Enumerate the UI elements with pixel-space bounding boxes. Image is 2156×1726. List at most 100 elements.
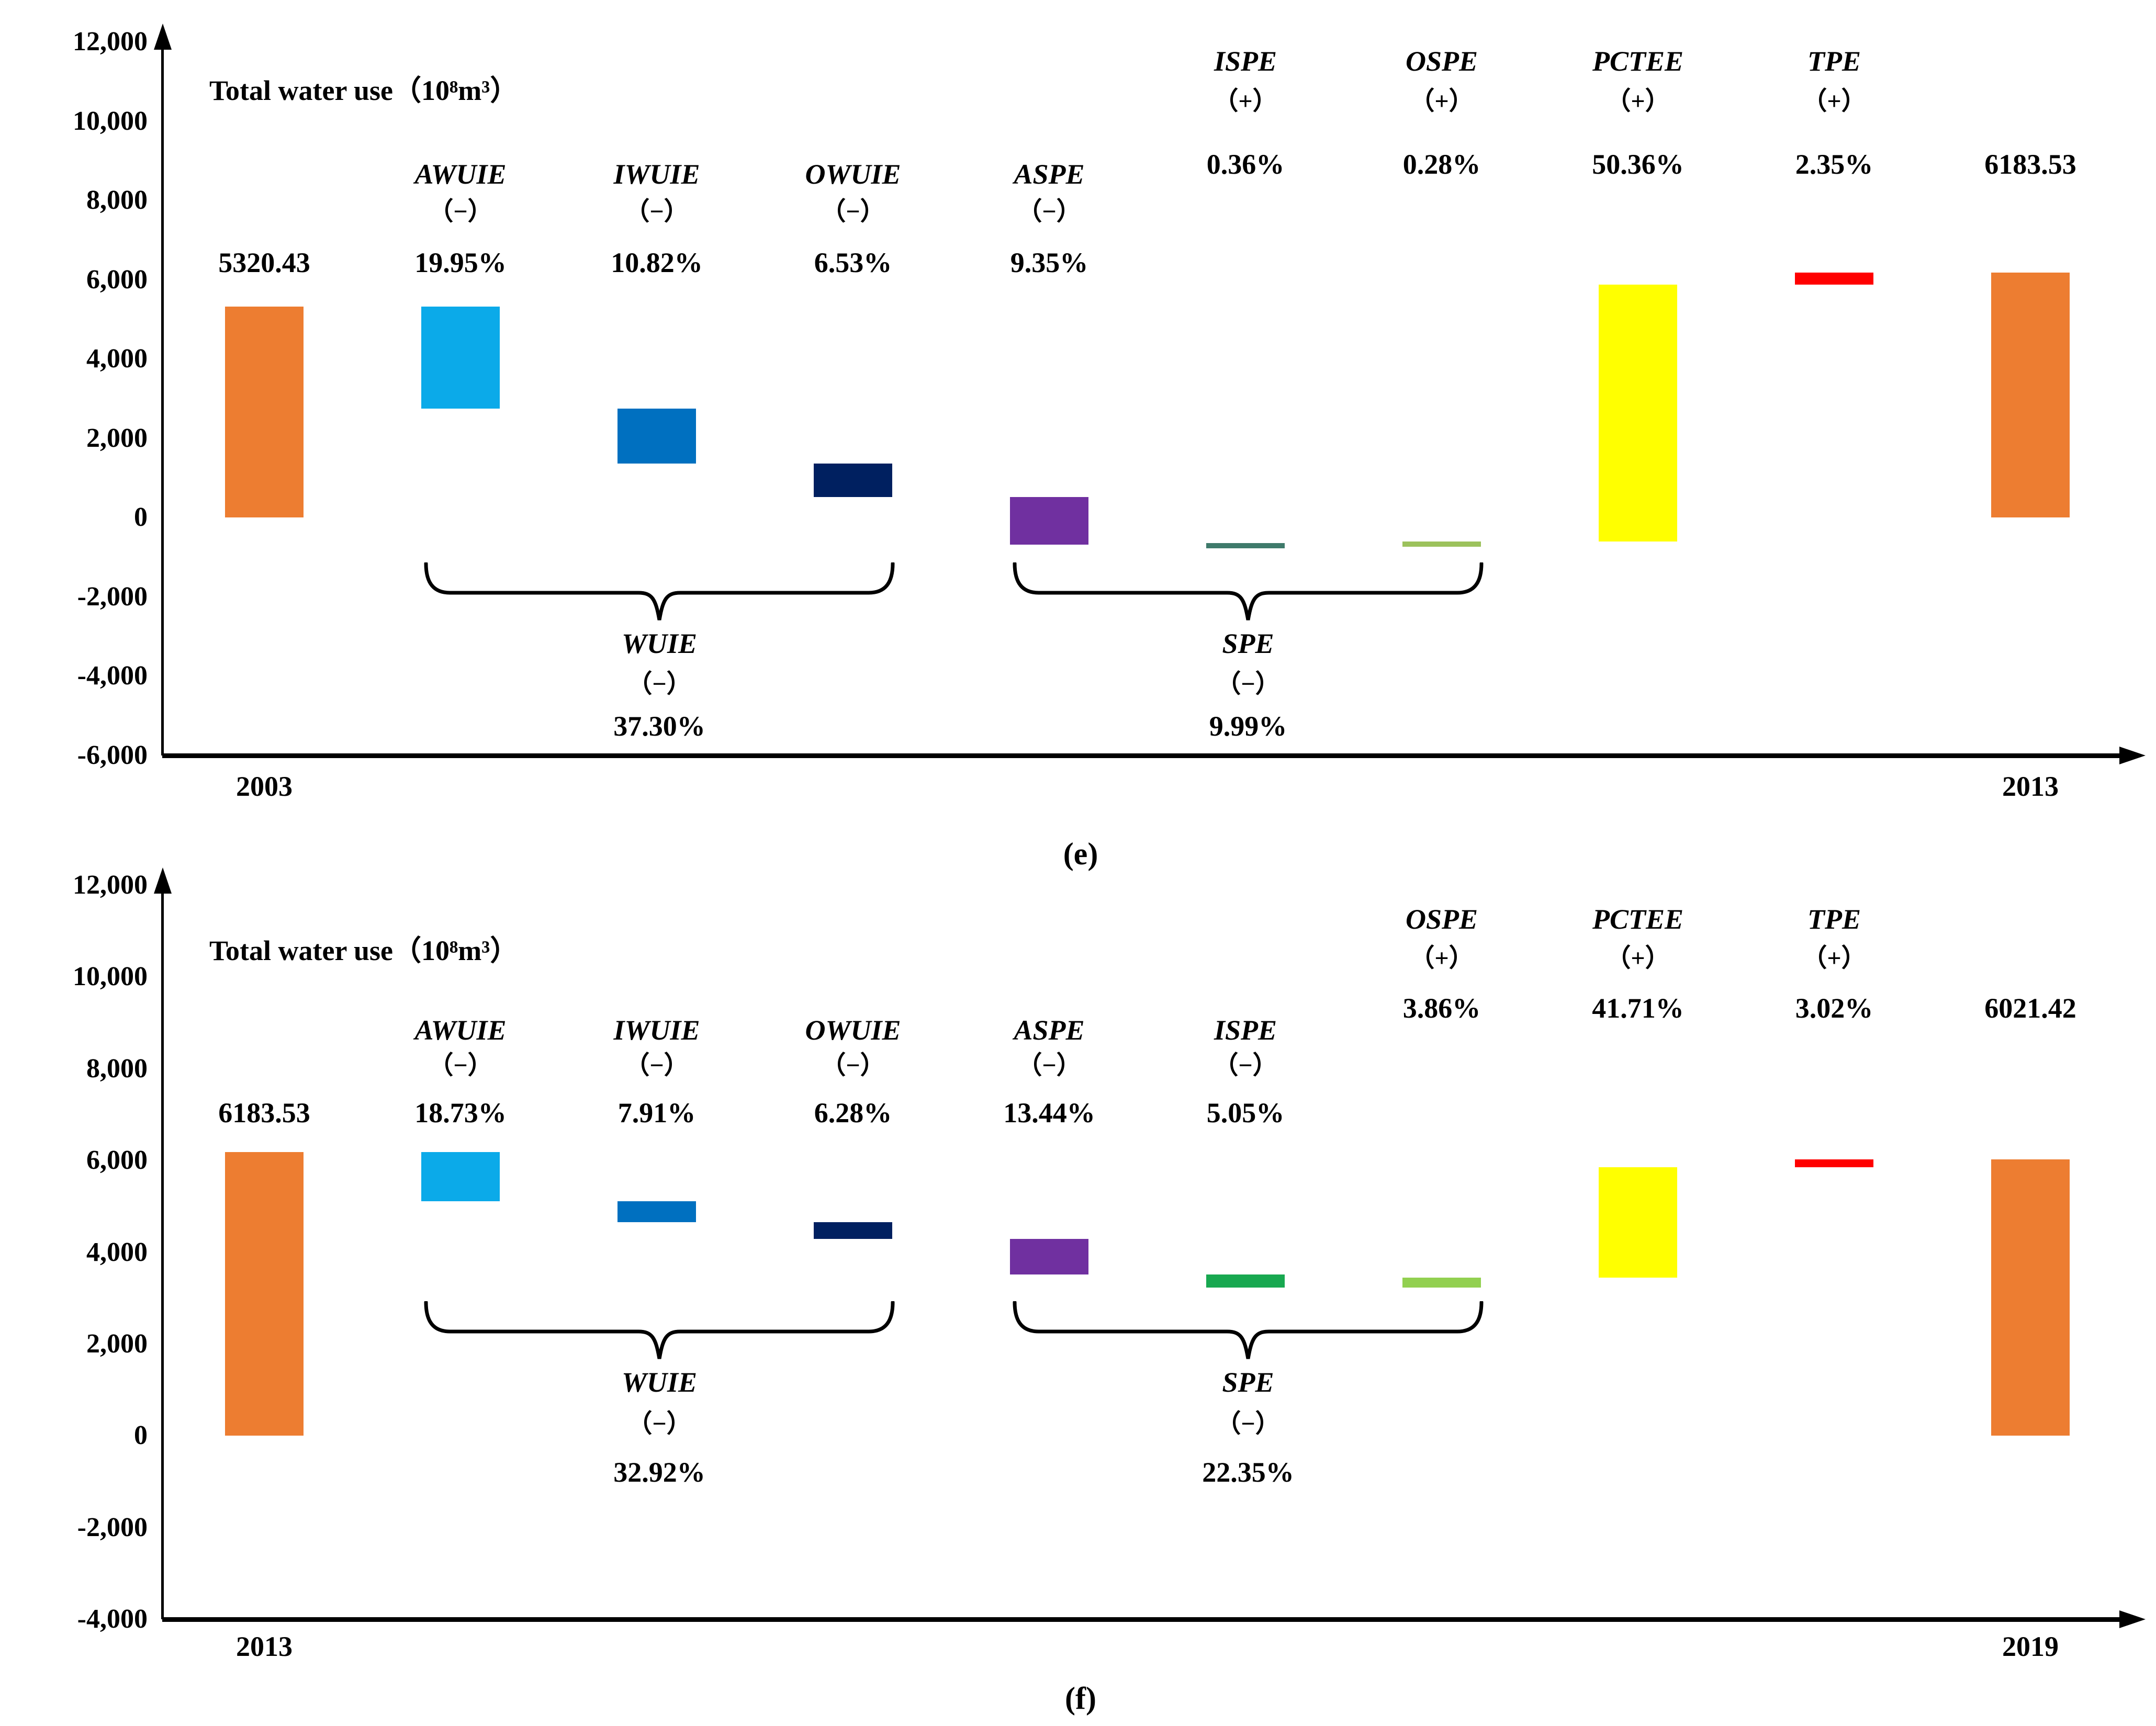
- effect-bar-iwuie-e: [617, 408, 696, 464]
- effect-bar-pctee-e: [1599, 284, 1677, 542]
- factor-sign-tpe-e: （+）: [1802, 87, 1867, 115]
- group-name-spe-f: SPE: [1222, 1367, 1274, 1398]
- factor-sign-ispe-e: （+）: [1213, 87, 1278, 115]
- factor-sign-ospe-e: （+）: [1409, 87, 1474, 115]
- effect-bar-owuie-e: [814, 464, 892, 498]
- effect-bar-pctee-f: [1599, 1167, 1677, 1278]
- factor-name-owuie-e: OWUIE: [805, 159, 901, 190]
- brace-icon: [424, 1300, 895, 1359]
- y-axis-arrow-icon-e: [154, 24, 172, 50]
- factor-pct-pctee-e: 50.36%: [1592, 149, 1684, 180]
- factor-pct-iwuie-f: 7.91%: [617, 1097, 696, 1129]
- caption-f: (f): [1065, 1681, 1096, 1716]
- x-label-start-year-f: 2013: [236, 1631, 293, 1662]
- factor-sign-tpe-f: （+）: [1802, 944, 1867, 972]
- effect-bar-aspe-e: [1010, 497, 1088, 545]
- factor-pct-tpe-e: 2.35%: [1795, 149, 1873, 180]
- factor-pct-tpe-f: 3.02%: [1795, 992, 1873, 1024]
- y-tick-f-0: 0: [134, 1420, 148, 1451]
- y-tick-e--2000: -2,000: [77, 581, 148, 612]
- y-tick-e-2000: 2,000: [86, 423, 148, 453]
- effect-bar-aspe-f: [1010, 1238, 1088, 1274]
- bracket-spe-f: [1013, 1300, 1484, 1361]
- y-axis-arrow-icon-f: [154, 867, 172, 894]
- bracket-wuie-f: [424, 1300, 895, 1361]
- y-tick-f--4000: -4,000: [77, 1604, 148, 1634]
- brace-icon: [1013, 561, 1484, 621]
- factor-name-ospe-e: OSPE: [1405, 46, 1478, 77]
- factor-name-pctee-e: PCTEE: [1592, 46, 1684, 77]
- factor-pct-awuie-e: 19.95%: [414, 247, 507, 278]
- factor-sign-awuie-e: （−）: [428, 198, 493, 225]
- group-sign-wuie-f: （−）: [627, 1410, 692, 1438]
- factor-sign-iwuie-f: （−）: [624, 1052, 689, 1079]
- y-tick-f-8000: 8,000: [86, 1053, 148, 1084]
- y-tick-e-0: 0: [134, 502, 148, 533]
- factor-name-iwuie-f: IWUIE: [613, 1014, 700, 1046]
- factor-name-tpe-e: TPE: [1807, 46, 1861, 77]
- factor-pct-ispe-e: 0.36%: [1206, 149, 1285, 180]
- effect-bar-ospe-e: [1402, 542, 1481, 547]
- factor-pct-ispe-f: 5.05%: [1206, 1097, 1285, 1129]
- y-tick-f-10000: 10,000: [73, 962, 148, 992]
- y-tick-e--6000: -6,000: [77, 740, 148, 770]
- group-pct-wuie-e: 37.30%: [613, 710, 705, 742]
- factor-sign-aspe-f: （−）: [1017, 1052, 1082, 1079]
- factor-name-pctee-f: PCTEE: [1592, 904, 1684, 935]
- factor-pct-awuie-f: 18.73%: [414, 1097, 507, 1129]
- effect-bar-owuie-f: [814, 1222, 892, 1239]
- factor-sign-owuie-f: （−）: [821, 1052, 885, 1079]
- factor-name-awuie-f: AWUIE: [414, 1014, 507, 1046]
- effect-bar-awuie-e: [421, 307, 500, 409]
- y-tick-f-2000: 2,000: [86, 1328, 148, 1359]
- group-name-spe-e: SPE: [1222, 628, 1274, 659]
- factor-sign-ospe-f: （+）: [1409, 944, 1474, 972]
- effect-bar-tpe-e: [1795, 272, 1873, 285]
- y-tick-e-10000: 10,000: [73, 106, 148, 136]
- total-bar-2013-e: [1991, 272, 2070, 518]
- effect-bar-tpe-f: [1795, 1159, 1873, 1168]
- y-axis-e: [161, 48, 164, 755]
- x-axis-arrow-icon-f: [2119, 1610, 2146, 1628]
- factor-pct-aspe-e: 9.35%: [1010, 247, 1088, 278]
- factor-pct-pctee-f: 41.71%: [1592, 992, 1684, 1024]
- factor-pct-aspe-f: 13.44%: [1003, 1097, 1095, 1129]
- y-tick-e-12000: 12,000: [73, 27, 148, 57]
- y-axis-f: [161, 892, 164, 1619]
- factor-name-awuie-e: AWUIE: [414, 159, 507, 190]
- effect-bar-ispe-e: [1206, 543, 1285, 548]
- x-axis-e: [162, 753, 2121, 758]
- total-bar-2019-f: [1991, 1159, 2070, 1436]
- chart-e-title: Total water use（10⁸m³）: [209, 75, 519, 106]
- effect-bar-iwuie-f: [617, 1201, 696, 1223]
- group-pct-spe-e: 9.99%: [1209, 710, 1287, 742]
- brace-icon: [424, 561, 895, 621]
- y-tick-e--4000: -4,000: [77, 661, 148, 691]
- factor-sign-pctee-f: （+）: [1605, 944, 1670, 972]
- y-tick-f--2000: -2,000: [77, 1512, 148, 1542]
- factor-sign-awuie-f: （−）: [428, 1052, 493, 1079]
- factor-sign-owuie-e: （−）: [821, 198, 885, 225]
- y-tick-f-4000: 4,000: [86, 1237, 148, 1267]
- group-pct-wuie-f: 32.92%: [613, 1457, 705, 1488]
- total-bar-2013-f: [225, 1152, 304, 1436]
- total-value-2013-f: 6183.53: [218, 1097, 310, 1129]
- group-sign-spe-f: （−）: [1216, 1410, 1281, 1438]
- group-sign-spe-e: （−）: [1216, 670, 1281, 698]
- x-label-end-year-f: 2019: [2002, 1631, 2059, 1662]
- factor-name-ispe-f: ISPE: [1214, 1014, 1277, 1046]
- factor-pct-ospe-e: 0.28%: [1402, 149, 1481, 180]
- total-value-2003-e: 5320.43: [218, 247, 310, 278]
- factor-sign-aspe-e: （−）: [1017, 198, 1082, 225]
- effect-bar-awuie-f: [421, 1152, 500, 1202]
- effect-bar-ospe-f: [1402, 1277, 1481, 1288]
- y-tick-f-12000: 12,000: [73, 870, 148, 900]
- factor-pct-owuie-e: 6.53%: [814, 247, 892, 278]
- x-label-end-year-e: 2013: [2002, 771, 2059, 802]
- factor-name-ispe-e: ISPE: [1214, 46, 1277, 77]
- x-label-start-year-e: 2003: [236, 771, 293, 802]
- group-sign-wuie-e: （−）: [627, 670, 692, 698]
- chart-f-title: Total water use（10⁸m³）: [209, 935, 519, 966]
- y-tick-f-6000: 6,000: [86, 1145, 148, 1176]
